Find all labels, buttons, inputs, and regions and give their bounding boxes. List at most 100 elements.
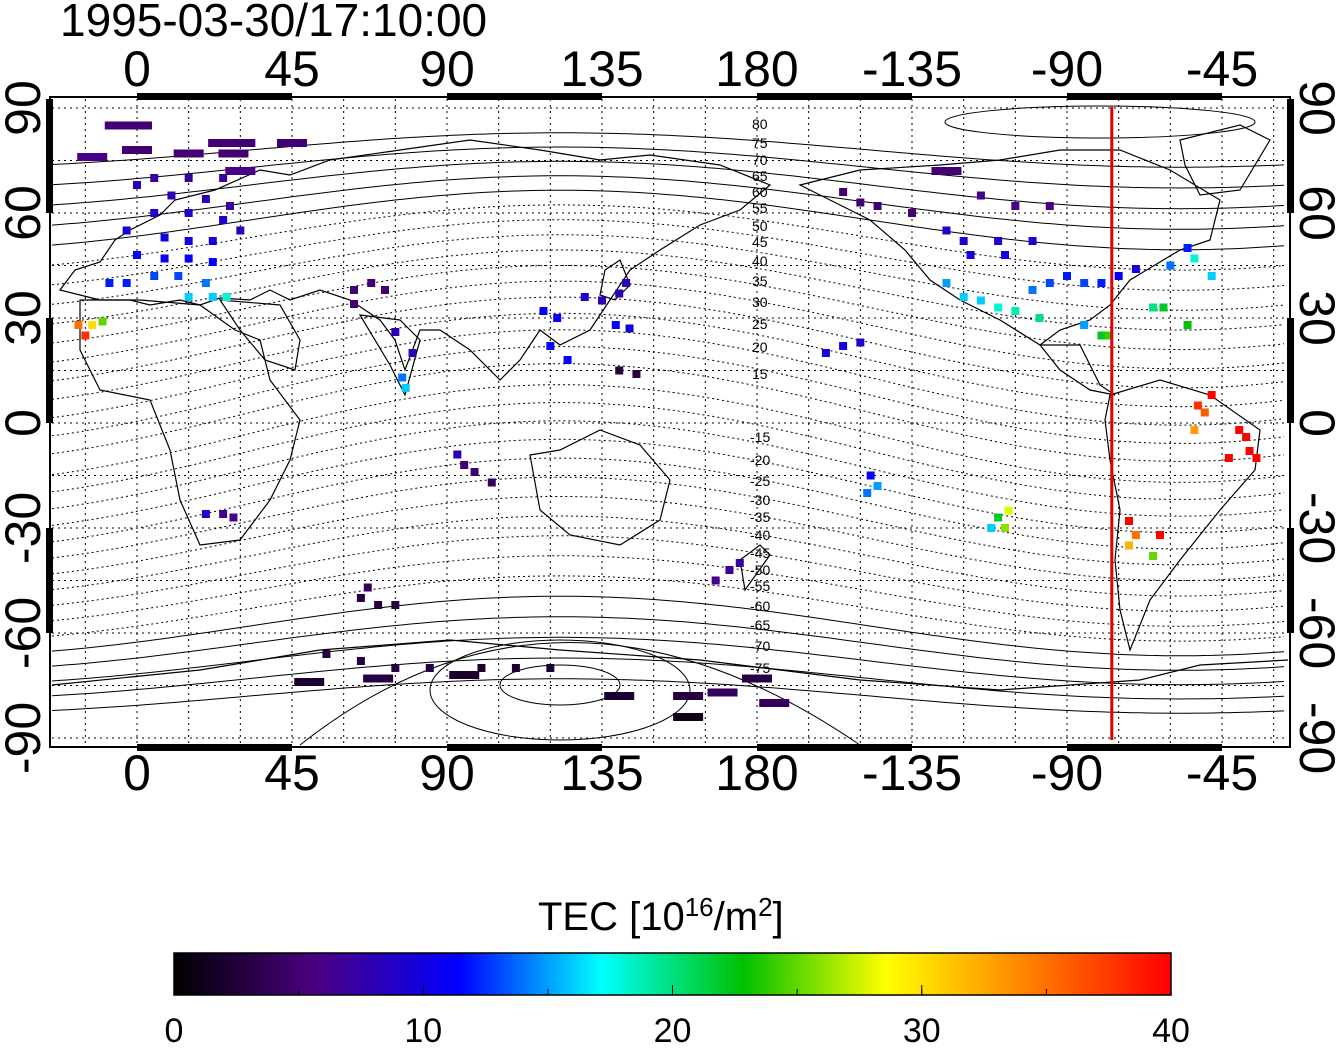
- tec-data-point: [1156, 531, 1164, 539]
- tec-data-point: [350, 300, 358, 308]
- tec-data-point: [374, 601, 383, 609]
- tec-data-point: [208, 293, 217, 301]
- timestamp-title: 1995-03-30/17:10:00: [60, 0, 487, 46]
- x-tick-label-top: 0: [123, 41, 151, 97]
- tec-data-point: [1045, 202, 1054, 210]
- tec-data-point: [563, 356, 572, 364]
- mlat-label: 30: [752, 294, 768, 310]
- tec-data-point: [294, 678, 325, 686]
- mlat-contour: [51, 363, 1285, 462]
- tec-data-point: [580, 293, 589, 301]
- tec-data-point: [1001, 251, 1009, 259]
- axis-bar-bottom: [757, 744, 912, 751]
- tec-data-point: [208, 139, 239, 147]
- mlat-contour: [51, 204, 1285, 271]
- x-tick-labels-bottom: 0 45 90 135 180 -135 -90 -45: [123, 745, 1258, 801]
- tec-data-point: [994, 303, 1003, 312]
- y-tick-label-right: 30: [1289, 290, 1344, 346]
- colorbar-title: TEC [1016/m2]: [538, 892, 784, 939]
- mlat-contour: [51, 175, 1285, 230]
- mlat-contour: [51, 535, 1285, 612]
- mlat-label: -30: [750, 492, 770, 508]
- x-tick-label-bottom: 0: [123, 745, 151, 801]
- axis-bar-bottom: [447, 744, 602, 751]
- tec-data-point: [1190, 254, 1199, 263]
- tec-data-point: [219, 510, 228, 518]
- tec-data-point: [959, 237, 968, 245]
- tec-data-point: [219, 216, 228, 224]
- mlat-contour: [51, 575, 1285, 642]
- mlat-contour: [51, 146, 1285, 189]
- y-tick-label-right: 0: [1289, 409, 1344, 437]
- tec-data-point: [1252, 454, 1261, 462]
- tec-data-point: [1207, 391, 1216, 399]
- colorbar: TEC [1016/m2] 0 10 20 30 40: [165, 892, 1190, 1048]
- mlat-label: 50: [752, 218, 768, 234]
- y-tick-label-left: 0: [0, 409, 51, 437]
- tec-data-point: [976, 191, 985, 200]
- mlat-label: -25: [750, 473, 770, 489]
- tec-data-point: [218, 149, 249, 158]
- tec-data-point: [277, 139, 307, 147]
- tec-data-point: [839, 342, 848, 350]
- tec-data-point: [184, 209, 193, 217]
- mlat-contour: [51, 616, 1285, 671]
- mlat-label: 35: [752, 273, 768, 289]
- tec-data-point: [673, 713, 704, 721]
- mlat-label: -20: [750, 452, 770, 468]
- coastline: [58, 139, 772, 381]
- tec-data-point: [225, 139, 256, 147]
- mlat-contour: [51, 555, 1285, 627]
- colorbar-tick-label: 40: [1152, 1012, 1190, 1048]
- x-tick-label-top: -90: [1031, 41, 1103, 97]
- tec-data-point: [1028, 286, 1037, 294]
- tec-data-point: [226, 202, 234, 210]
- tec-data-point: [363, 583, 372, 592]
- tec-data-point: [367, 279, 376, 287]
- tec-data-point: [174, 272, 183, 280]
- tec-data-point: [1004, 506, 1013, 515]
- tec-data-point: [391, 664, 400, 672]
- tec-data-point: [966, 251, 975, 259]
- tec-data-point: [873, 482, 882, 490]
- tec-data-point: [167, 191, 176, 200]
- mlat-label: 40: [752, 253, 768, 269]
- mlat-contour: [51, 160, 1285, 210]
- tec-data-point: [184, 254, 193, 263]
- tec-data-point: [160, 233, 169, 242]
- mlat-label: 55: [752, 200, 768, 216]
- mlat-label: 45: [752, 234, 768, 250]
- mlat-contour: [51, 476, 1285, 566]
- tec-data-point: [105, 279, 114, 287]
- tec-data-point: [1245, 447, 1254, 455]
- mlat-label: -40: [750, 527, 770, 543]
- tec-data-point: [122, 279, 131, 287]
- tec-data-point: [236, 226, 245, 235]
- tec-data-point: [1011, 202, 1020, 210]
- tec-data-point: [356, 594, 365, 602]
- tec-data-point: [1159, 303, 1168, 312]
- tec-data-point: [460, 461, 469, 469]
- map-frame: [49, 96, 1291, 748]
- mlat-label: -35: [750, 509, 770, 525]
- tec-data-point: [1149, 552, 1158, 560]
- tec-data-point: [391, 601, 400, 609]
- tec-data-point: [98, 317, 107, 326]
- tec-data-point: [77, 153, 108, 161]
- axis-bar-left: [46, 99, 53, 213]
- tec-data-point: [381, 286, 389, 294]
- tec-data-point: [1035, 314, 1044, 322]
- colorbar-tick-label: 10: [404, 1012, 442, 1048]
- mlat-label: 25: [752, 316, 768, 332]
- mlat-polar-contour: [299, 642, 861, 746]
- y-tick-labels-right: 90 60 30 0 -30 -60 -90: [1289, 80, 1344, 774]
- tec-data-point: [615, 366, 624, 375]
- mlat-label: 20: [752, 339, 768, 355]
- tec-data-point: [987, 524, 996, 532]
- x-tick-label-bottom: 90: [419, 745, 475, 801]
- tec-data-point: [863, 489, 872, 497]
- mlat-contour: [51, 402, 1285, 500]
- tec-data-point: [350, 286, 358, 294]
- tec-data-point: [598, 296, 606, 305]
